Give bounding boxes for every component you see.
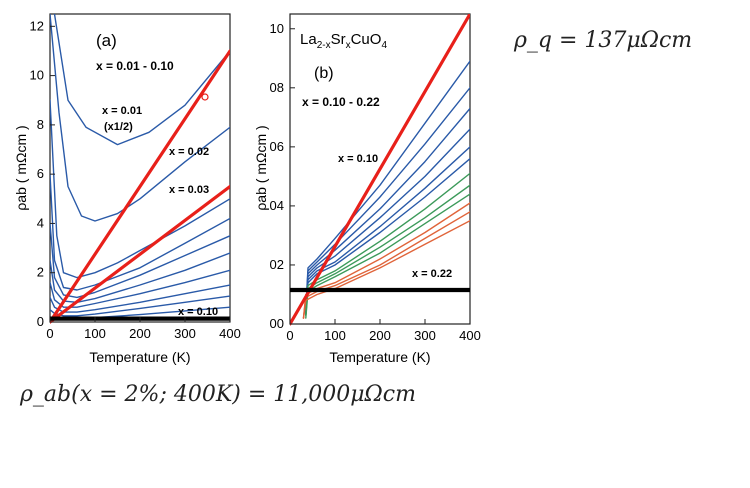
panel-b-ytick-label: 04: [270, 198, 284, 213]
panel-b-annotation-range: x = 0.10 - 0.22: [302, 95, 380, 109]
panel-a-series-line-1: [50, 14, 230, 222]
panel-b-ytick-label: 02: [270, 257, 284, 272]
panel-b-series-line-4: [305, 146, 470, 316]
panel-a-label: (a): [96, 31, 117, 50]
panel-b-series-line-5: [305, 158, 470, 316]
panel-a-ytick-label: 10: [30, 68, 44, 83]
panel-b-xtick-label: 0: [286, 328, 293, 343]
panel-a-series-line-2: [50, 99, 230, 279]
panel-b-label: (b): [314, 65, 334, 82]
equation-rho-ab: ρ_ab(x = 2%; 400K) = 11,000μΩcm: [20, 382, 416, 407]
panel-b-xtick-label: 300: [414, 328, 436, 343]
panel-a-series-line-5: [50, 252, 230, 303]
panel-a-ytick-label: 4: [37, 215, 44, 230]
panel-a-annotation-x003: x = 0.03: [169, 184, 209, 196]
panel-a-xlabel: Temperature (K): [89, 349, 190, 365]
panel-a-ticks: 0 100 200 300 400 0 2 4 6 8 10 12: [30, 18, 241, 341]
panel-a-ytick-label: 0: [37, 314, 44, 329]
panel-a-ylabel: ρab ( mΩcm ): [13, 125, 29, 210]
panel-b-annotation-x010: x = 0.10: [338, 153, 378, 165]
panel-b-series-group: [290, 14, 470, 326]
panel-a-ytick-label: 2: [37, 265, 44, 280]
panel-b-series-line-6: [305, 172, 470, 316]
panel-b-xlabel: Temperature (K): [329, 349, 430, 365]
panel-a-annotation-x002: x = 0.02: [169, 146, 209, 158]
panel-b-xtick-label: 200: [369, 328, 391, 343]
panel-a-series-line-11: [50, 184, 230, 324]
panel-b-series-line-2: [305, 107, 470, 313]
panel-b-xtick-label: 100: [324, 328, 346, 343]
panel-b: 0 100 200 300 400 00 02 04 06 08 10 La2-xSrxCuO4 (…: [253, 13, 481, 365]
panel-a-frame: [49, 13, 231, 323]
panel-a-xtick-label: 0: [46, 326, 53, 341]
equation-rho-q: ρ_q = 137μΩcm: [514, 28, 692, 53]
panel-a: 0 100 200 300 400 0 2 4 6 8 10 12 (a) x = 0.01 - 0.…: [13, 13, 241, 365]
equation-rho-ab-text: ρ_ab(x = 2%; 400K) = 11,000μΩcm: [20, 382, 416, 407]
panel-b-series-line-3: [305, 128, 470, 316]
panel-a-marker-dot: [201, 93, 209, 101]
panel-b-ytick-label: 00: [270, 316, 284, 331]
panel-a-ytick-label: 12: [30, 18, 44, 33]
panel-a-series-group: [50, 14, 230, 324]
panel-a-annotation-x001: x = 0.01: [102, 105, 142, 117]
panel-a-series-line-10: [50, 49, 230, 324]
panel-a-series-line-3: [50, 173, 230, 291]
panel-a-xtick-label: 400: [219, 326, 241, 341]
panel-a-series-line-7: [50, 284, 230, 313]
panel-b-xtick-label: 400: [459, 328, 481, 343]
panel-b-ytick-label: 08: [270, 80, 284, 95]
panel-a-xtick-label: 200: [129, 326, 151, 341]
panel-a-ytick-label: 6: [37, 166, 44, 181]
panel-a-ytick-label: 8: [37, 117, 44, 132]
panel-b-series-line-12: [290, 14, 470, 326]
panel-b-annotation-x022: x = 0.22: [412, 268, 452, 280]
panel-a-annotation-x010: x = 0.10: [178, 306, 218, 318]
panel-b-title: La2-xSrxCuO4: [300, 31, 387, 51]
panel-a-xtick-label: 300: [174, 326, 196, 341]
panel-b-ticks: 0 100 200 300 400 00 02 04 06 08 10: [270, 21, 481, 343]
panel-b-ytick-label: 10: [270, 21, 284, 36]
equation-rho-q-text: ρ_q = 137μΩcm: [514, 28, 693, 53]
panel-a-annotation-range: x = 0.01 - 0.10: [96, 59, 174, 73]
panel-a-series-line-0: [53, 14, 230, 146]
panel-b-ylabel: ρab ( mΩcm ): [253, 125, 269, 210]
panel-b-series-line-0: [305, 60, 470, 310]
panel-a-annotation-half: (x1/2): [104, 121, 133, 133]
panel-a-series-line-6: [50, 269, 230, 308]
panel-b-ytick-label: 06: [270, 139, 284, 154]
panel-a-xtick-label: 100: [84, 326, 106, 341]
